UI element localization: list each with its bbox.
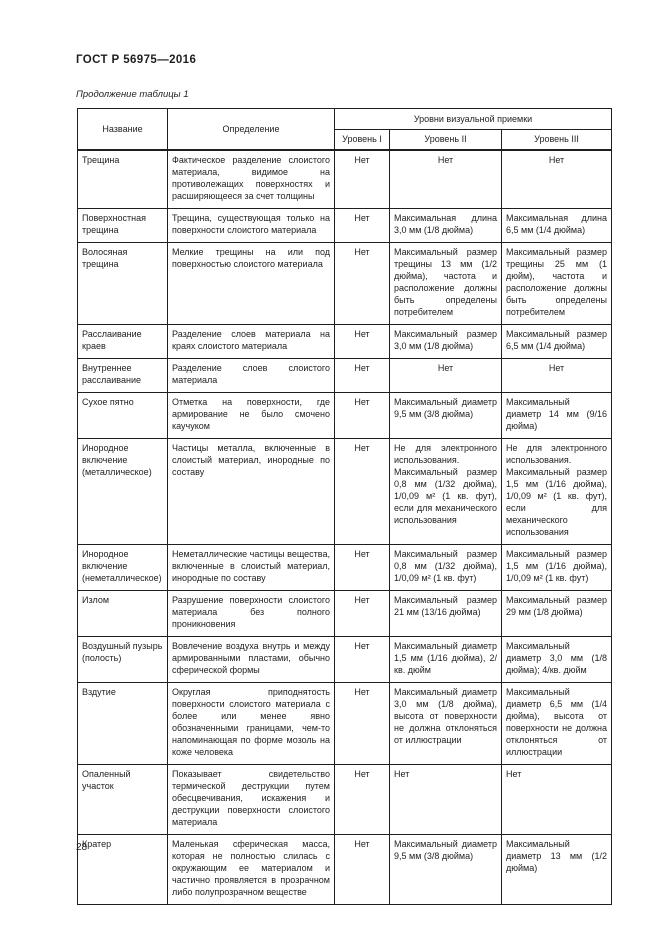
table-row: Воздушный пузырь (полость) Вовлечение во… — [77, 635, 613, 683]
level3-cell: Нет — [500, 763, 613, 835]
defect-name-cell: Сухое пятно — [77, 391, 168, 439]
level2-cell: Максимальный диаметр 3,0 мм (1/8 дюйма),… — [389, 681, 502, 765]
table-header: Название Определение Уровни визуальной п… — [77, 108, 613, 150]
defect-name-cell: Инородное включение (неметаллическое) — [77, 543, 168, 591]
defect-name-cell: Опаленный участок — [77, 763, 168, 835]
level2-cell: Нет — [389, 357, 502, 393]
table-row: Трещина Фактическое разделение слоистого… — [77, 149, 613, 209]
definition-cell: Отметка на поверхности, где армирование … — [167, 391, 335, 439]
level1-cell: Нет — [334, 833, 390, 905]
level2-cell: Максимальный диаметр 1,5 мм (1/16 дюйма)… — [389, 635, 502, 683]
table-row: Волосяная трещина Мелкие трещины на или … — [77, 241, 613, 325]
level2-cell: Максимальная длина 3,0 мм (1/8 дюйма) — [389, 207, 502, 243]
definition-cell: Маленькая сферическая масса, которая не … — [167, 833, 335, 905]
page-number: 28 — [76, 842, 88, 853]
level1-cell: Нет — [334, 241, 390, 325]
level3-cell: Максимальный диаметр 13 мм (1/2 дюйма) — [500, 833, 613, 905]
level1-cell: Нет — [334, 391, 390, 439]
level2-cell: Максимальный диаметр 9,5 мм (3/8 дюйма) — [389, 391, 502, 439]
defect-name-cell: Расслаивание краев — [77, 323, 168, 359]
level1-cell: Нет — [334, 635, 390, 683]
table-row: Излом Разрушение поверхности слоистого м… — [77, 589, 613, 637]
level3-cell: Максимальный размер 6,5 мм (1/4 дюйма) — [500, 323, 613, 359]
table-body: Трещина Фактическое разделение слоистого… — [77, 149, 613, 905]
level1-cell: Нет — [334, 681, 390, 765]
level3-cell: Максимальный размер трещины 25 мм (1 дюй… — [500, 241, 613, 325]
table-row: Вздутие Округлая приподнятость поверхнос… — [77, 681, 613, 765]
definition-cell: Разделение слоев материала на краях слои… — [167, 323, 335, 359]
level1-cell: Нет — [334, 323, 390, 359]
header-name: Название — [77, 108, 168, 150]
table-row: Инородное включение (металлическое) Част… — [77, 437, 613, 545]
table-row: Сухое пятно Отметка на поверхности, где … — [77, 391, 613, 439]
level1-cell: Нет — [334, 589, 390, 637]
definition-cell: Неметаллические частицы вещества, включе… — [167, 543, 335, 591]
defect-name-cell: Инородное включение (металлическое) — [77, 437, 168, 545]
table-caption: Продолжение таблицы 1 — [76, 89, 189, 100]
header-group-row: Название Определение Уровни визуальной п… — [77, 108, 613, 150]
definition-cell: Трещина, существующая только на поверхно… — [167, 207, 335, 243]
header-level2: Уровень II — [389, 129, 502, 150]
level3-cell: Максимальный диаметр 3,0 мм (1/8 дюйма);… — [500, 635, 613, 683]
level2-cell: Максимальный диаметр 9,5 мм (3/8 дюйма) — [389, 833, 502, 905]
level1-cell: Нет — [334, 543, 390, 591]
definition-cell: Разделение слоев слоистого материала — [167, 357, 335, 393]
level1-cell: Нет — [334, 207, 390, 243]
table-row: Кратер Маленькая сферическая масса, кото… — [77, 833, 613, 905]
level1-cell: Нет — [334, 437, 390, 545]
header-definition: Определение — [167, 108, 335, 150]
definition-cell: Мелкие трещины на или под поверхностью с… — [167, 241, 335, 325]
level2-cell: Нет — [389, 763, 502, 835]
table-row: Внутреннее расслаивание Разделение слоев… — [77, 357, 613, 393]
header-level-row: Уровень I Уровень II Уровень III — [78, 129, 613, 150]
defect-name-cell: Вздутие — [77, 681, 168, 765]
level3-cell: Максимальный диаметр 14 мм (9/16 дюйма) — [500, 391, 613, 439]
level1-cell: Нет — [334, 357, 390, 393]
table-row: Поверхностная трещина Трещина, существую… — [77, 207, 613, 243]
level2-cell: Максимальный размер трещины 13 мм (1/2 д… — [389, 241, 502, 325]
definition-cell: Вовлечение воздуха внутрь и между армиро… — [167, 635, 335, 683]
level3-cell: Максимальный размер 1,5 мм (1/16 дюйма),… — [500, 543, 613, 591]
level2-cell: Максимальный размер 0,8 мм (1/32 дюйма),… — [389, 543, 502, 591]
definition-cell: Частицы металла, включенные в слоистый м… — [167, 437, 335, 545]
level2-cell: Максимальный размер 3,0 мм (1/8 дюйма) — [389, 323, 502, 359]
header-levels-group: Уровни визуальной приемки — [333, 108, 613, 130]
definition-cell: Разрушение поверхности слоистого материа… — [167, 589, 335, 637]
table-row: Инородное включение (неметаллическое) Не… — [77, 543, 613, 591]
level1-cell: Нет — [334, 149, 390, 209]
level3-cell: Максимальный размер 29 мм (1/8 дюйма) — [500, 589, 613, 637]
document-number: ГОСТ Р 56975—2016 — [76, 54, 197, 66]
level2-cell: Максимальный размер 21 мм (13/16 дюйма) — [389, 589, 502, 637]
level3-cell: Максимальный диаметр 6,5 мм (1/4 дюйма),… — [500, 681, 613, 765]
level3-cell: Не для электронного использования. Макси… — [500, 437, 613, 545]
definition-cell: Округлая приподнятость поверхности слоис… — [167, 681, 335, 765]
level2-cell: Нет — [389, 149, 502, 209]
table-row: Опаленный участок Показывает свидетельст… — [77, 763, 613, 835]
defect-name-cell: Излом — [77, 589, 168, 637]
header-level1: Уровень I — [334, 129, 390, 150]
defect-name-cell: Кратер — [77, 833, 168, 905]
definition-cell: Фактическое разделение слоистого материа… — [167, 149, 335, 209]
defect-name-cell: Трещина — [77, 149, 168, 209]
level3-cell: Нет — [500, 149, 613, 209]
defect-name-cell: Внутреннее расслаивание — [77, 357, 168, 393]
defect-name-cell: Поверхностная трещина — [77, 207, 168, 243]
defects-table: Название Определение Уровни визуальной п… — [77, 108, 613, 905]
definition-cell: Показывает свидетельство термической дес… — [167, 763, 335, 835]
header-level3: Уровень III — [500, 129, 613, 150]
level2-cell: Не для электронного использования. Макси… — [389, 437, 502, 545]
level3-cell: Нет — [500, 357, 613, 393]
table-row: Расслаивание краев Разделение слоев мате… — [77, 323, 613, 359]
defect-name-cell: Волосяная трещина — [77, 241, 168, 325]
level1-cell: Нет — [334, 763, 390, 835]
level3-cell: Максимальная длина 6,5 мм (1/4 дюйма) — [500, 207, 613, 243]
defect-name-cell: Воздушный пузырь (полость) — [77, 635, 168, 683]
